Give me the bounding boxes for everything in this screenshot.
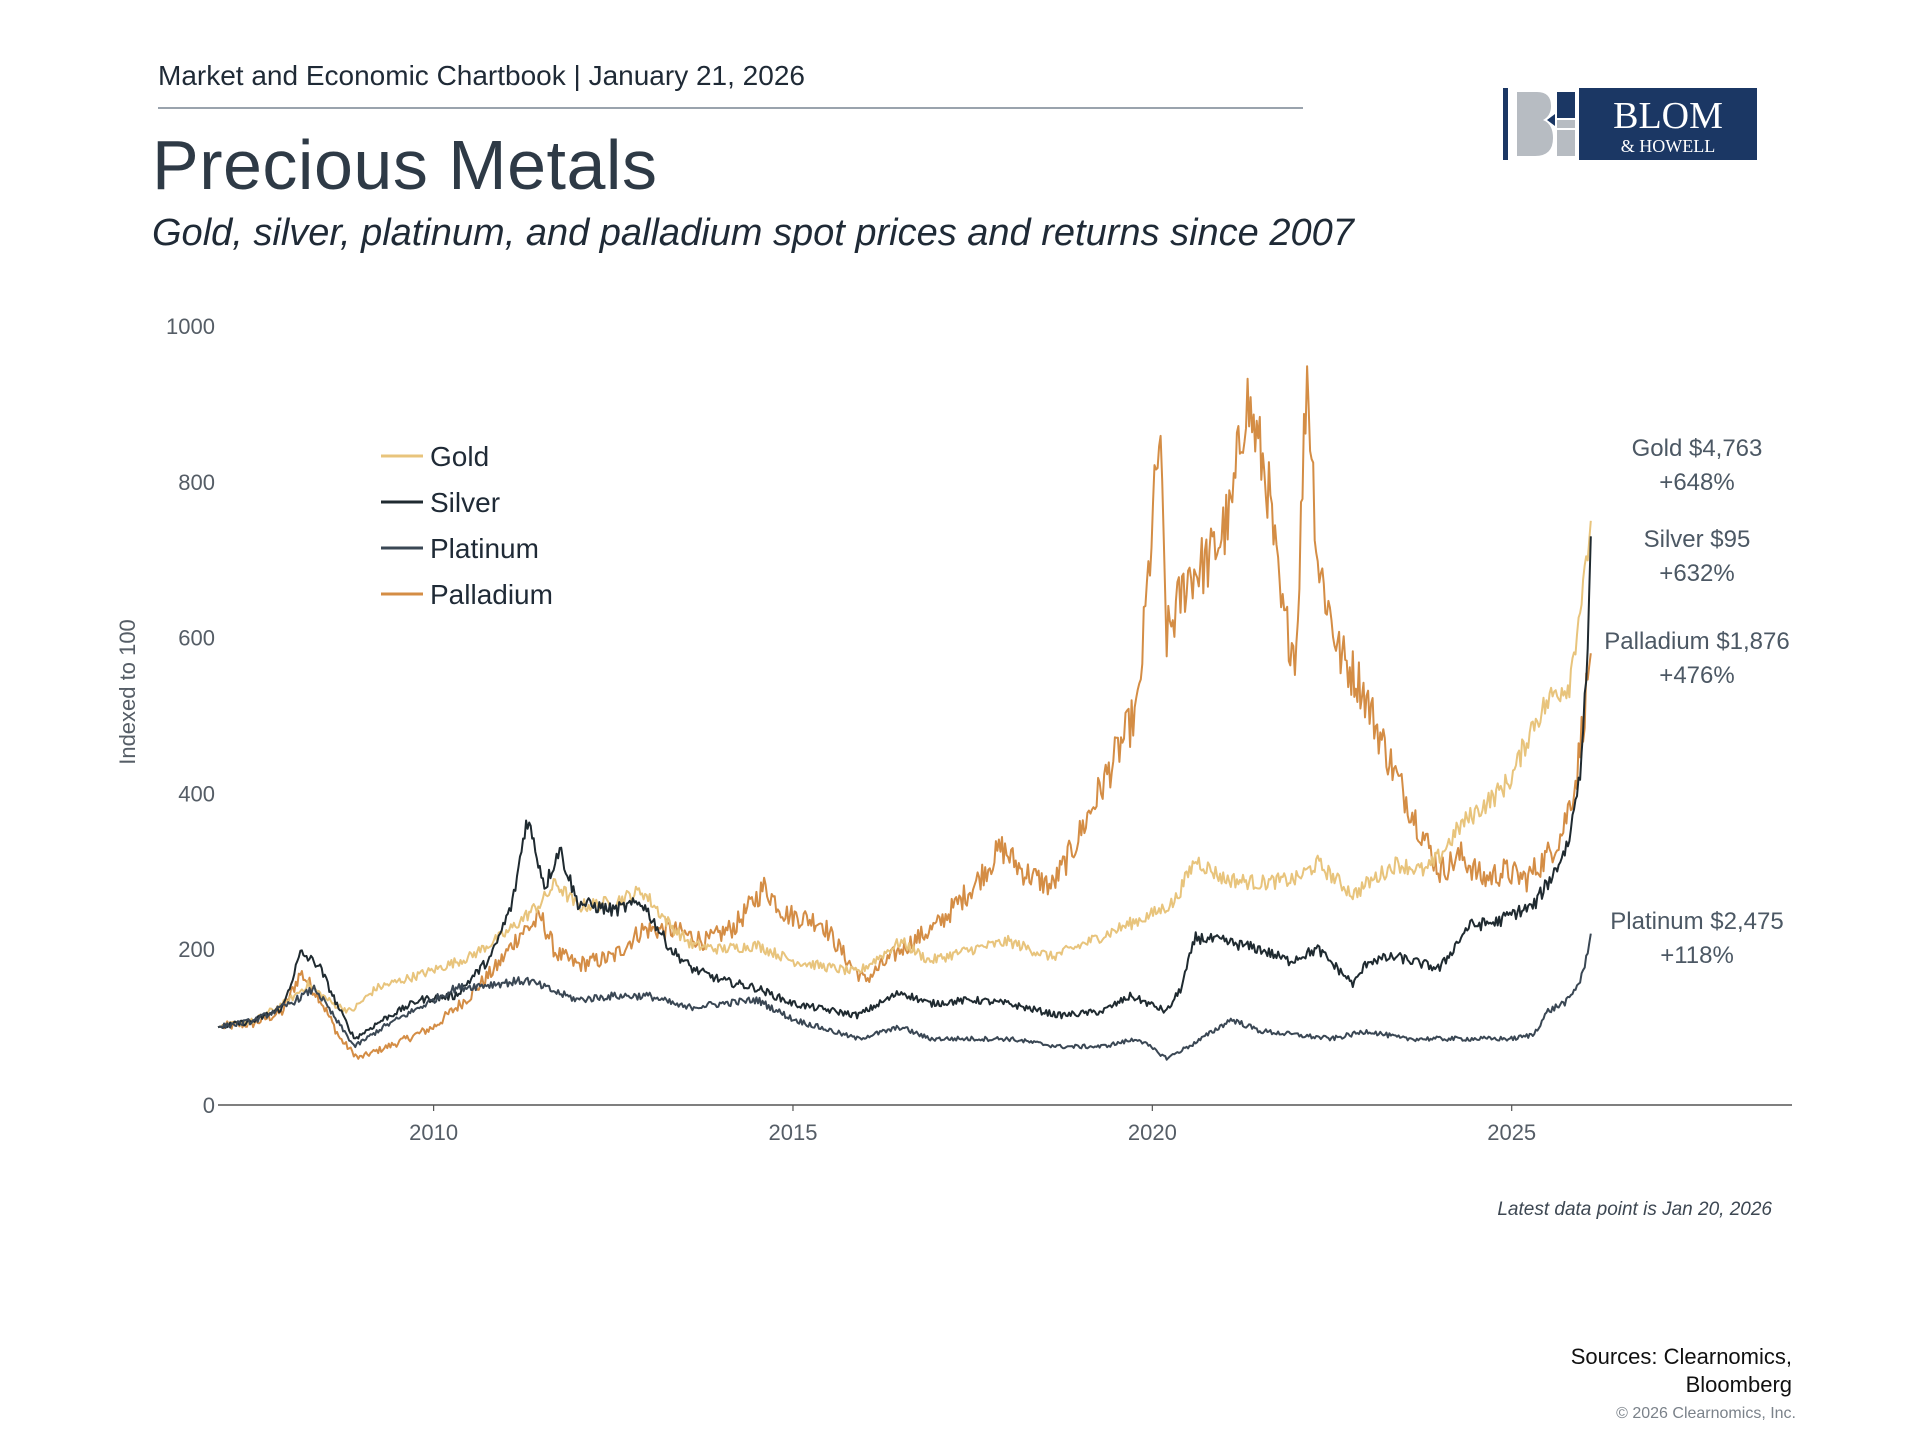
end-label-palladium: Palladium $1,876 <box>1604 628 1789 655</box>
end-label-gold: Gold $4,763 <box>1632 435 1763 462</box>
x-tick-label: 2010 <box>409 1120 458 1145</box>
blom-howell-logo: BLOM & HOWELL <box>1503 88 1757 160</box>
end-label-silver: Silver $95 <box>1644 526 1751 553</box>
series-line-gold <box>217 520 1592 1029</box>
y-axis-label: Indexed to 100 <box>115 619 140 765</box>
y-tick-label: 600 <box>178 626 215 651</box>
y-tick-label: 400 <box>178 781 215 806</box>
series-line-platinum <box>217 933 1592 1061</box>
sources-line-1: Sources: Clearnomics, <box>1570 1344 1792 1369</box>
header-divider <box>158 107 1303 109</box>
y-tick-label: 200 <box>178 937 215 962</box>
chart-legend: Gold Silver Platinum Palladium <box>381 441 553 610</box>
page-subtitle: Gold, silver, platinum, and palladium sp… <box>152 212 1354 254</box>
legend-label-gold: Gold <box>430 441 489 472</box>
end-change-silver: +632% <box>1659 560 1734 587</box>
end-change-palladium: +476% <box>1659 662 1734 689</box>
y-tick-label: 800 <box>178 470 215 495</box>
logo-name-line2: & HOWELL <box>1621 136 1715 156</box>
legend-label-platinum: Platinum <box>430 533 539 564</box>
y-tick-label: 0 <box>203 1093 215 1118</box>
end-change-platinum: +118% <box>1660 942 1734 969</box>
x-tick-label: 2020 <box>1128 1120 1177 1145</box>
end-change-gold: +648% <box>1659 469 1734 496</box>
copyright-note: © 2026 Clearnomics, Inc. <box>1616 1405 1796 1422</box>
page-title: Precious Metals <box>152 126 658 204</box>
legend-label-silver: Silver <box>430 487 500 518</box>
series-line-silver <box>217 536 1592 1040</box>
x-tick-label: 2025 <box>1487 1120 1536 1145</box>
y-tick-label: 1000 <box>166 314 215 339</box>
legend-label-palladium: Palladium <box>430 579 553 610</box>
sources-line-2: Bloomberg <box>1685 1372 1792 1397</box>
logo-name-line1: BLOM <box>1613 95 1723 137</box>
end-label-platinum: Platinum $2,475 <box>1610 908 1783 935</box>
latest-data-note: Latest data point is Jan 20, 2026 <box>1497 1199 1772 1220</box>
sources-note: Sources: Clearnomics, Bloomberg <box>1492 1343 1792 1399</box>
chartbook-header: Market and Economic Chartbook | January … <box>158 60 805 91</box>
x-tick-label: 2015 <box>769 1120 818 1145</box>
